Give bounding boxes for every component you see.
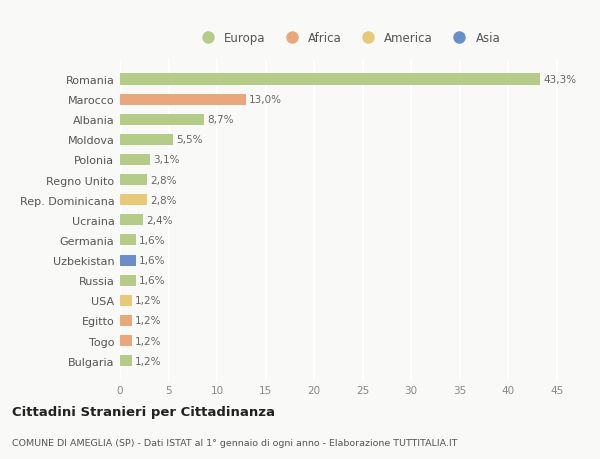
Bar xyxy=(120,174,147,186)
Text: 1,2%: 1,2% xyxy=(134,296,161,306)
Bar xyxy=(120,95,246,106)
Bar xyxy=(120,155,150,166)
Text: 1,2%: 1,2% xyxy=(134,316,161,326)
Text: 43,3%: 43,3% xyxy=(543,75,576,85)
Bar xyxy=(120,114,205,125)
Bar xyxy=(120,195,147,206)
Text: 2,4%: 2,4% xyxy=(146,215,173,225)
Text: 8,7%: 8,7% xyxy=(208,115,234,125)
Text: Cittadini Stranieri per Cittadinanza: Cittadini Stranieri per Cittadinanza xyxy=(12,405,275,419)
Text: 1,6%: 1,6% xyxy=(139,235,165,246)
Text: 2,8%: 2,8% xyxy=(150,175,176,185)
Text: 5,5%: 5,5% xyxy=(176,135,203,145)
Text: 1,2%: 1,2% xyxy=(134,336,161,346)
Bar xyxy=(120,315,131,326)
Bar xyxy=(120,215,143,226)
Bar xyxy=(120,255,136,266)
Text: 1,2%: 1,2% xyxy=(134,356,161,366)
Bar xyxy=(120,235,136,246)
Legend: Europa, Africa, America, Asia: Europa, Africa, America, Asia xyxy=(191,27,505,50)
Text: 2,8%: 2,8% xyxy=(150,195,176,205)
Bar xyxy=(120,355,131,366)
Bar xyxy=(120,335,131,346)
Text: 1,6%: 1,6% xyxy=(139,275,165,285)
Text: COMUNE DI AMEGLIA (SP) - Dati ISTAT al 1° gennaio di ogni anno - Elaborazione TU: COMUNE DI AMEGLIA (SP) - Dati ISTAT al 1… xyxy=(12,438,458,447)
Bar xyxy=(120,295,131,306)
Bar xyxy=(120,134,173,146)
Text: 13,0%: 13,0% xyxy=(249,95,282,105)
Bar xyxy=(120,74,540,85)
Text: 1,6%: 1,6% xyxy=(139,256,165,265)
Bar xyxy=(120,275,136,286)
Text: 3,1%: 3,1% xyxy=(153,155,179,165)
